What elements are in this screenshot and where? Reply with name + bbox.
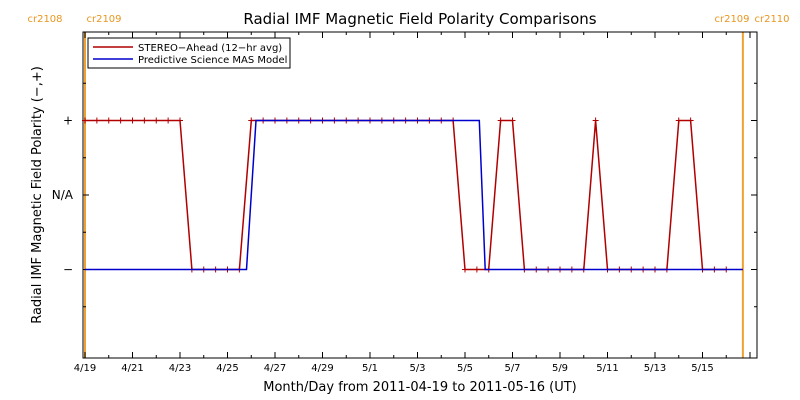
data-point-marker <box>165 117 172 124</box>
series-layer <box>82 117 743 273</box>
y-axis-ticks: + N/A − <box>52 82 757 308</box>
legend: STEREO−Ahead (12−hr avg) Predictive Scie… <box>87 37 291 69</box>
carrington-label-right-2: cr2110 <box>754 14 789 25</box>
data-point-marker <box>509 117 516 124</box>
series-line <box>85 119 743 271</box>
x-tick-label: 4/23 <box>169 363 191 374</box>
y-tick-label: + <box>63 114 73 128</box>
chart-title: Radial IMF Magnetic Field Polarity Compa… <box>243 10 596 28</box>
x-tick-label: 5/11 <box>596 363 618 374</box>
data-point-marker <box>93 117 100 124</box>
data-point-marker <box>473 266 480 273</box>
carrington-boundaries <box>84 32 744 358</box>
x-tick-label: 5/1 <box>362 363 378 374</box>
data-point-marker <box>592 117 599 124</box>
series-line <box>85 119 727 271</box>
legend-label-model: Predictive Science MAS Model <box>138 55 287 66</box>
data-point-marker <box>462 266 468 273</box>
carrington-label-right-1: cr2109 <box>714 14 749 25</box>
x-tick-label: 5/5 <box>457 363 473 374</box>
x-tick-label: 4/21 <box>121 363 143 374</box>
y-axis-label: Radial IMF Magnetic Field Polarity (−,+) <box>30 66 45 324</box>
data-point-marker <box>687 117 694 124</box>
legend-label-stereo: STEREO−Ahead (12−hr avg) <box>138 43 282 54</box>
legend-box <box>87 37 291 69</box>
carrington-label-left-2: cr2109 <box>86 14 121 25</box>
data-point-marker <box>117 117 124 124</box>
carrington-label-left-1: cr2108 <box>27 14 62 25</box>
x-tick-label: 4/25 <box>216 363 238 374</box>
data-point-marker <box>675 117 682 124</box>
x-tick-label: 4/27 <box>264 363 286 374</box>
x-tick-label: 4/29 <box>311 363 333 374</box>
data-point-marker <box>248 117 255 124</box>
y-tick-label: − <box>63 263 73 277</box>
x-tick-label: 4/19 <box>74 363 96 374</box>
data-point-marker <box>153 117 160 124</box>
data-point-marker <box>141 117 148 124</box>
x-tick-label: 5/13 <box>644 363 666 374</box>
y-tick-label: N/A <box>52 188 74 202</box>
data-point-marker <box>177 117 183 124</box>
data-point-marker <box>497 117 504 124</box>
x-axis-ticks: 4/19 4/21 4/23 4/25 4/27 4/29 5/1 5/3 5/5 5/7 5/9 5… <box>74 32 751 374</box>
x-tick-label: 5/15 <box>691 363 713 374</box>
data-point-marker <box>105 117 112 124</box>
data-point-marker <box>82 117 88 124</box>
x-axis-label: Month/Day from 2011-04-19 to 2011-05-16 … <box>263 380 576 395</box>
x-tick-label: 5/9 <box>552 363 568 374</box>
data-point-marker <box>129 117 136 124</box>
plot-frame <box>82 31 758 359</box>
x-tick-label: 5/3 <box>409 363 425 374</box>
x-tick-label: 5/7 <box>504 363 520 374</box>
